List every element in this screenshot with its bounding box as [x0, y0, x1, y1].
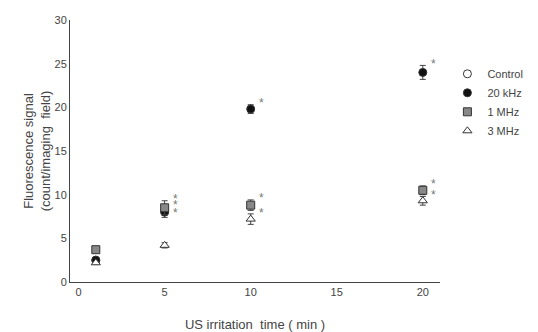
svg-text:*: *	[431, 57, 436, 71]
svg-text:20: 20	[55, 101, 67, 113]
svg-text:Control: Control	[487, 68, 522, 80]
svg-text:30: 30	[55, 14, 67, 26]
svg-text:15: 15	[55, 145, 67, 157]
svg-text:25: 25	[55, 58, 67, 70]
svg-text:10: 10	[55, 189, 67, 201]
svg-text:US irritation time ( min ): US irritation time ( min )	[185, 317, 325, 332]
svg-text:1 MHz: 1 MHz	[487, 106, 519, 118]
svg-text:15: 15	[331, 286, 343, 298]
svg-text:*: *	[431, 177, 436, 191]
svg-text:*: *	[173, 198, 178, 212]
svg-text:10: 10	[245, 286, 257, 298]
svg-text:*: *	[259, 191, 264, 205]
svg-text:*: *	[173, 206, 178, 220]
svg-text:Fluorescence signal(count/imag: Fluorescence signal(count/imaging field)	[21, 91, 53, 212]
svg-text:5: 5	[61, 232, 67, 244]
svg-text:*: *	[431, 188, 436, 202]
svg-text:0: 0	[76, 286, 82, 298]
svg-text:3 MHz: 3 MHz	[487, 125, 519, 137]
svg-text:*: *	[259, 96, 264, 110]
svg-text:*: *	[173, 192, 178, 206]
svg-text:20: 20	[417, 286, 429, 298]
svg-text:*: *	[259, 206, 264, 220]
svg-text:20 kHz: 20 kHz	[487, 87, 521, 99]
svg-text:5: 5	[162, 286, 168, 298]
svg-text:0: 0	[61, 276, 67, 288]
